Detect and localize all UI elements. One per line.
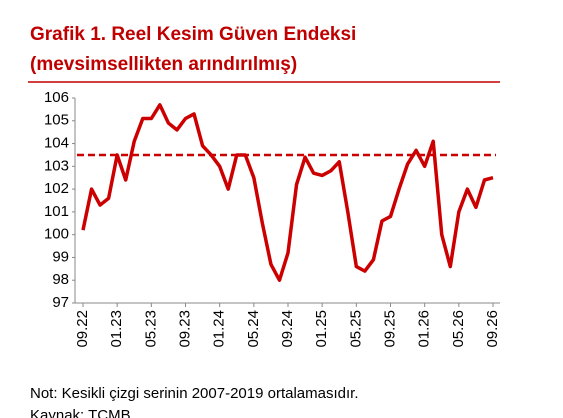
x-tick-label: 09.25 (381, 310, 398, 348)
y-tick-label: 106 (44, 89, 69, 106)
y-tick-label: 101 (44, 203, 69, 220)
note: Not: Kesikli çizgi serinin 2007-2019 ort… (30, 385, 359, 402)
y-tick-label: 97 (52, 294, 69, 311)
y-tick-label: 105 (44, 112, 69, 129)
x-tick-label: 09.23 (176, 310, 193, 348)
x-tick-label: 05.23 (142, 310, 159, 348)
y-tick-label: 99 (52, 248, 69, 265)
x-tick-label: 01.26 (416, 310, 433, 348)
x-tick-label: 01.25 (313, 310, 330, 348)
x-tick-label: 09.26 (484, 310, 501, 348)
y-tick-label: 100 (44, 226, 69, 243)
line (81, 103, 494, 282)
y-tick-label: 104 (44, 135, 69, 152)
x-tick-label: 05.26 (450, 310, 467, 348)
source: Kaynak: TCMB (30, 407, 131, 418)
x-tick-label: 01.23 (108, 310, 125, 348)
y-tick-label: 103 (44, 157, 69, 174)
chart-title: Grafik 1. Reel Kesim Güven Endeksi (30, 24, 356, 45)
y-tick-label: 98 (52, 271, 69, 288)
x-tick-label: 05.24 (245, 310, 262, 348)
chart-title: (mevsimsellikten arındırılmış) (30, 54, 297, 75)
y-tick-label: 102 (44, 180, 69, 197)
x-tick-label: 09.22 (74, 310, 91, 348)
x-tick-label: 01.24 (211, 310, 228, 348)
x-tick-label: 09.24 (279, 310, 296, 348)
x-tick-label: 05.25 (347, 310, 364, 348)
